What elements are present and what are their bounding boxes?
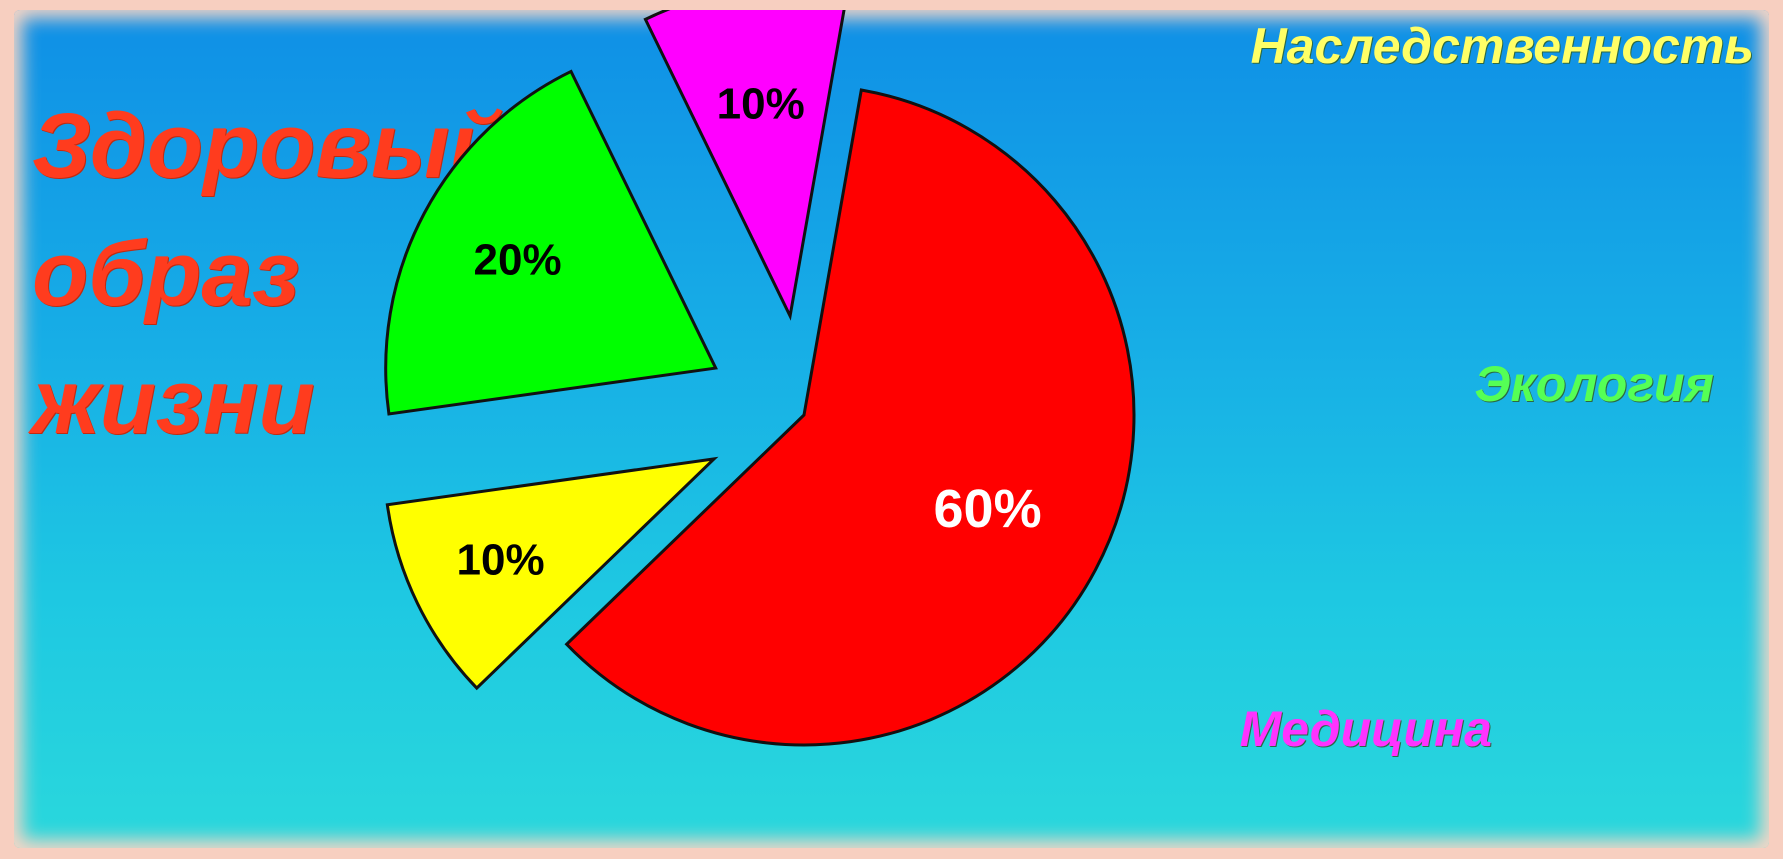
title-line-1: Здоровый [32,95,506,197]
slice-60 [564,88,1136,747]
pie-slices [384,10,1136,747]
slice-medicine [643,10,846,321]
title-line-2: образ [32,223,300,325]
slide-frame: Здоровый образ жизни 60% 10% Наследственно… [14,10,1769,848]
slice-60-value-label: 60% [934,479,1042,539]
slice-medicine-category-label: Медицина [1240,701,1492,757]
pie-labels: 60% 10% Наследственность 20% Экология 10% Меди… [457,18,1754,757]
title-line-3: жизни [32,351,315,453]
slice-heredity-category-label: Наследственность [1251,18,1754,74]
slice-medicine-value-label: 10% [717,79,805,128]
slice-ecology-value-label: 20% [474,235,562,284]
slice-heredity [385,456,719,691]
slice-ecology-category-label: Экология [1475,356,1714,412]
pie-chart: 60% 10% Наследственность 20% Экология 10% Меди… [384,10,1754,757]
slice-heredity-value-label: 10% [457,536,545,585]
slice-ecology [384,69,718,416]
slide-title: Здоровый образ жизни [32,82,506,466]
